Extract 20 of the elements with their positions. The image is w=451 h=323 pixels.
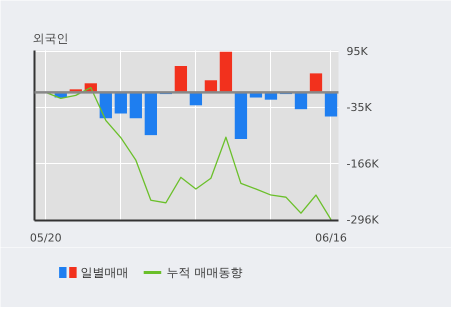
- bar: [324, 92, 338, 117]
- x-tick-label: 05/20: [30, 232, 62, 244]
- bar: [114, 92, 127, 114]
- chart-title: 외국인: [32, 32, 68, 46]
- y-tick-label: 95K: [346, 44, 368, 58]
- x-tick-label: 06/16: [315, 232, 347, 244]
- y-tick-label: -35K: [346, 100, 372, 114]
- legend-label: 일별매매: [80, 266, 128, 280]
- bar: [234, 92, 248, 139]
- line-series: [45, 86, 332, 220]
- bar: [190, 92, 202, 106]
- y-tick-label: -166K: [346, 157, 380, 170]
- bar: [294, 92, 308, 110]
- legend-label: 누적 매매동향: [166, 266, 242, 280]
- bar: [220, 52, 232, 92]
- y-tick-label: -296K: [346, 214, 380, 227]
- bar: [144, 92, 157, 136]
- bar: [310, 73, 322, 92]
- bar: [174, 66, 188, 92]
- bar: [130, 92, 142, 118]
